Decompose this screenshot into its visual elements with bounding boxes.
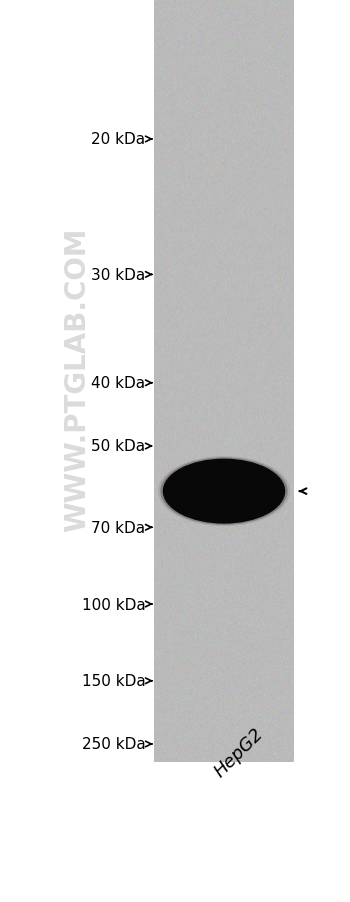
Ellipse shape [158, 456, 290, 527]
Text: 150 kDa: 150 kDa [82, 674, 145, 688]
Bar [154, 0, 294, 762]
Ellipse shape [160, 458, 288, 525]
Text: 70 kDa: 70 kDa [91, 520, 145, 535]
Text: 20 kDa: 20 kDa [91, 133, 145, 147]
Text: WWW.PTGLAB.COM: WWW.PTGLAB.COM [63, 226, 91, 531]
Ellipse shape [163, 459, 285, 524]
Text: 250 kDa: 250 kDa [82, 737, 145, 751]
Text: 30 kDa: 30 kDa [91, 268, 145, 282]
Text: 100 kDa: 100 kDa [82, 597, 145, 612]
Text: 50 kDa: 50 kDa [91, 439, 145, 454]
Text: 40 kDa: 40 kDa [91, 376, 145, 391]
Text: HepG2: HepG2 [211, 724, 267, 780]
